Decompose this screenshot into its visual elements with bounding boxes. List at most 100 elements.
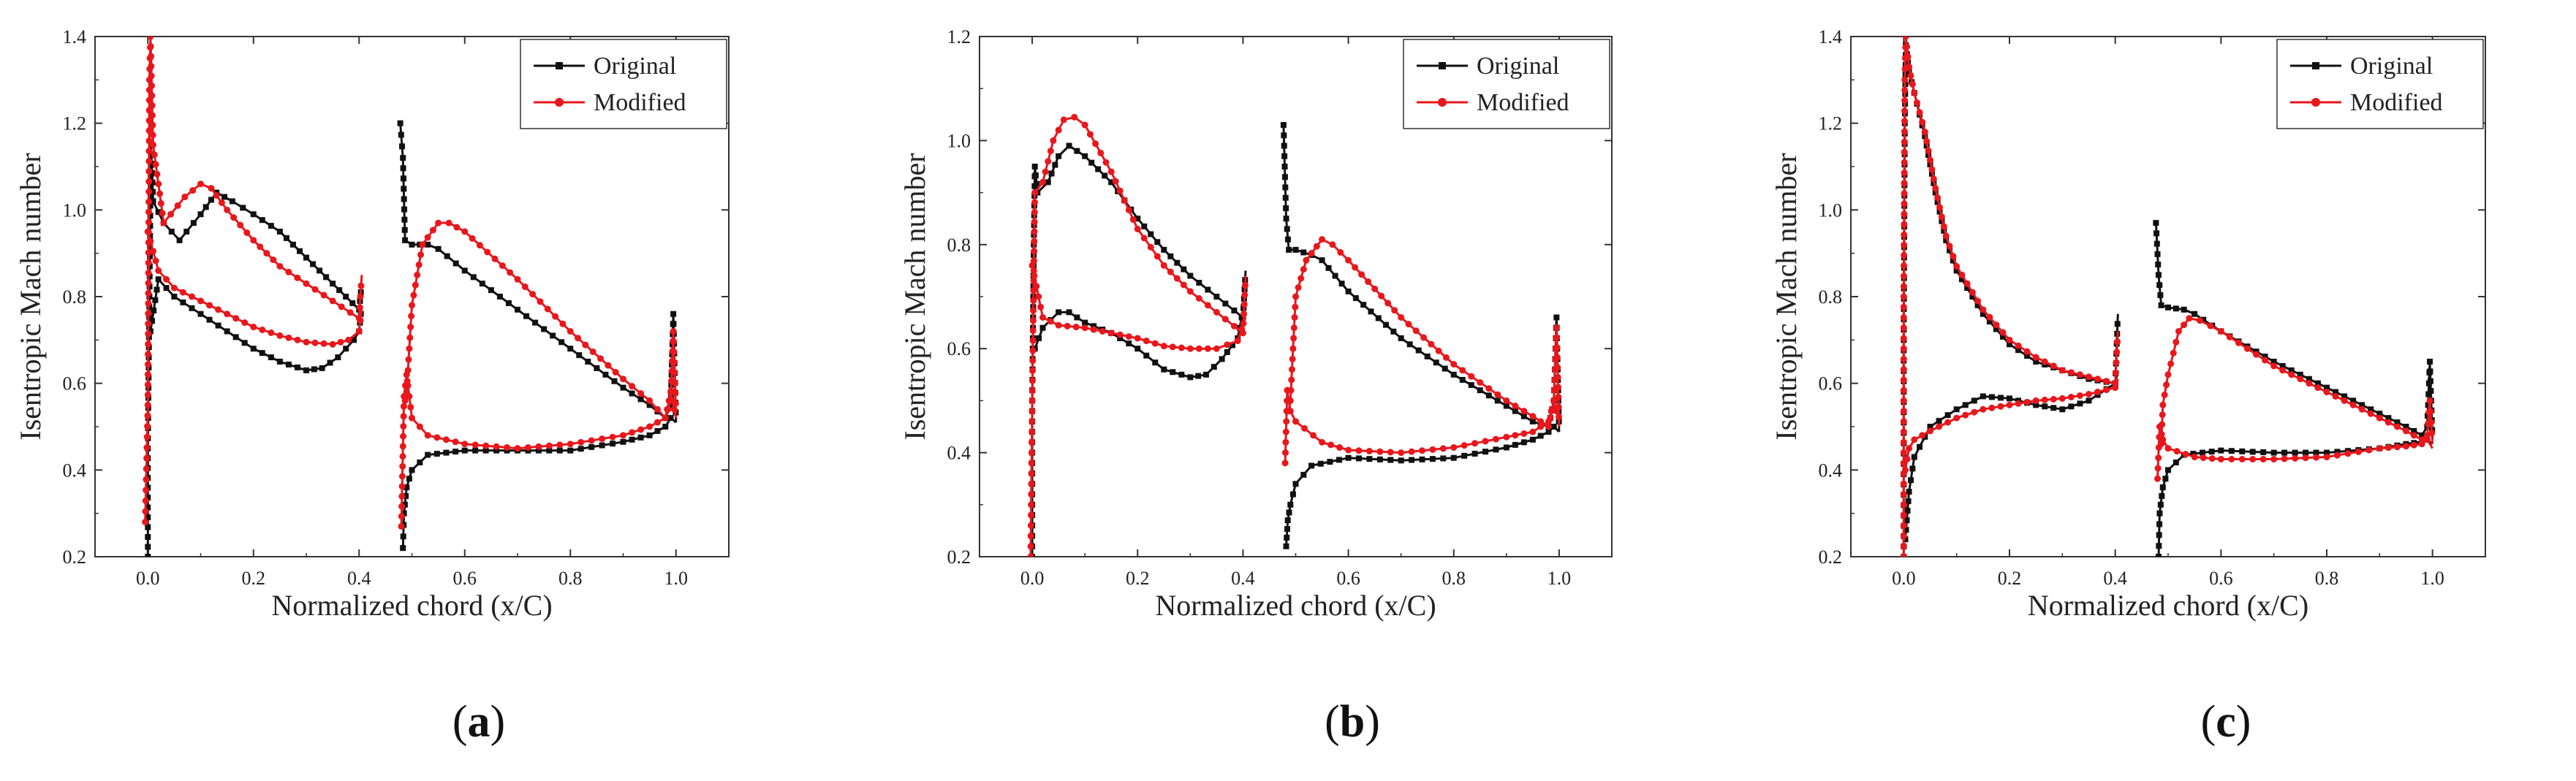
data-point (2323, 454, 2330, 461)
legend-marker (556, 62, 563, 69)
data-point (585, 359, 591, 365)
data-point (2367, 410, 2374, 417)
data-point (435, 245, 442, 252)
data-point (1919, 118, 1926, 126)
data-point (310, 261, 317, 267)
data-point (1170, 369, 1176, 376)
data-point (1283, 205, 1289, 211)
data-point (2200, 449, 2206, 456)
data-point (1907, 72, 1914, 79)
data-point (611, 378, 618, 384)
data-point (2158, 441, 2165, 448)
data-point (1327, 459, 1333, 465)
data-point (144, 412, 151, 419)
data-point (145, 495, 151, 501)
data-point (532, 319, 539, 326)
data-point (1963, 280, 1971, 287)
data-point (160, 219, 167, 226)
data-point (1336, 443, 1344, 451)
data-point (1090, 326, 1097, 333)
data-point (1503, 433, 1510, 441)
data-point (2114, 321, 2121, 327)
data-point (1439, 445, 1447, 452)
data-point (1319, 257, 1325, 264)
data-point (156, 190, 164, 197)
data-point (484, 248, 491, 256)
data-point (143, 465, 150, 473)
data-point (1512, 403, 1519, 410)
data-point (1932, 185, 1939, 192)
data-point (2314, 384, 2322, 392)
data-point (250, 324, 257, 331)
data-point (1056, 153, 1062, 159)
data-point (670, 311, 677, 317)
data-point (1048, 170, 1055, 177)
data-point (1934, 194, 1942, 202)
x-axis-label: Normalized chord (x/C) (2028, 589, 2308, 622)
data-point (2186, 315, 2193, 322)
data-point (1365, 278, 1372, 286)
data-point (1901, 190, 1908, 197)
data-point (1907, 477, 1914, 484)
data-point (401, 216, 408, 223)
data-point (1031, 248, 1038, 255)
data-point (268, 223, 274, 229)
data-point (268, 354, 274, 361)
data-point (2094, 389, 2102, 396)
data-point (2103, 386, 2110, 394)
data-point (232, 334, 239, 340)
data-point (1548, 405, 1556, 413)
data-point (1134, 216, 1141, 222)
data-point (1471, 440, 1479, 447)
data-point (1281, 164, 1288, 169)
data-point (1141, 223, 1148, 229)
data-point (1554, 373, 1561, 381)
data-point (403, 492, 409, 499)
data-point (2113, 348, 2121, 356)
data-point (575, 335, 582, 342)
data-point (1211, 364, 1217, 370)
data-point (1529, 413, 1537, 420)
data-point (1187, 273, 1194, 279)
data-point (1901, 159, 1908, 166)
data-point (145, 544, 151, 550)
data-point (1204, 345, 1211, 352)
series-line (1902, 44, 2119, 557)
data-point (597, 355, 605, 362)
data-point (599, 442, 605, 449)
data-point (1241, 292, 1249, 299)
data-point (1953, 262, 1961, 270)
data-point (202, 204, 209, 210)
data-point (398, 132, 404, 138)
data-point (1911, 436, 1918, 443)
data-point (171, 294, 178, 300)
data-point (1091, 323, 1097, 329)
data-point (1282, 184, 1289, 191)
data-point (145, 218, 152, 226)
data-point (1371, 285, 1379, 292)
data-point (145, 514, 151, 521)
data-point (1903, 517, 1910, 524)
data-point (2161, 391, 2168, 398)
data-point (1921, 129, 1928, 136)
data-point (145, 330, 152, 338)
data-point (1027, 533, 1034, 540)
data-point (1485, 385, 1493, 392)
series-modified (1900, 37, 2436, 557)
data-point (2175, 327, 2182, 335)
data-point (149, 318, 156, 324)
data-point (224, 328, 230, 335)
data-point (1409, 457, 1415, 463)
data-point (230, 214, 238, 221)
data-point (1901, 231, 1908, 238)
data-point (337, 338, 344, 346)
data-point (1292, 303, 1299, 311)
data-point (670, 327, 677, 335)
data-point (1433, 359, 1439, 366)
data-point (1088, 159, 1095, 166)
data-point (672, 400, 679, 407)
data-point (1125, 333, 1132, 340)
data-point (2260, 449, 2267, 456)
data-point (2297, 376, 2304, 383)
data-point (1108, 179, 1115, 186)
